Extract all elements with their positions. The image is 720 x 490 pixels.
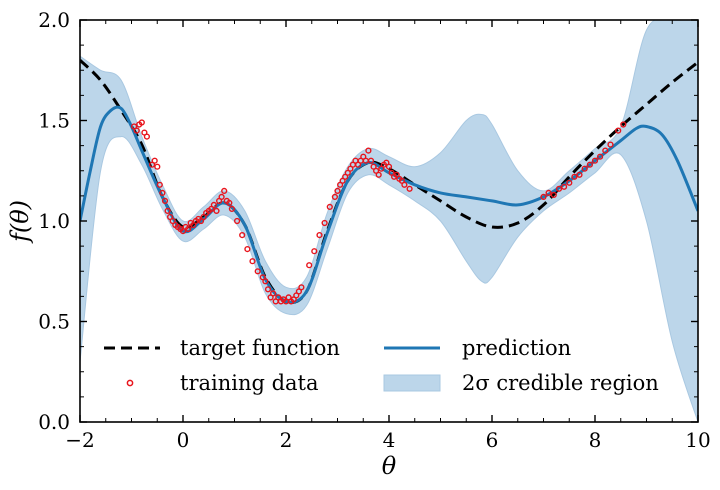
y-tick-label: 1.5 <box>38 109 70 133</box>
line-layer <box>80 59 698 304</box>
training-point <box>316 232 323 239</box>
training-point <box>586 161 594 168</box>
training-point <box>239 232 246 239</box>
y-tick-label: 0.5 <box>38 310 70 334</box>
training-point <box>226 199 233 207</box>
prediction-line <box>80 105 698 304</box>
training-point <box>576 171 583 178</box>
y-tick-label: 1.0 <box>38 209 70 233</box>
training-point <box>213 207 220 215</box>
training-point <box>154 163 161 170</box>
training-point <box>571 173 578 180</box>
training-point <box>545 189 552 197</box>
training-point <box>591 157 599 164</box>
training-point <box>159 189 166 197</box>
training-point <box>540 193 547 201</box>
x-axis-label: θ <box>382 452 397 480</box>
training-point <box>566 179 573 186</box>
legend-training-swatch <box>126 379 134 387</box>
training-point <box>326 203 333 211</box>
training-points <box>131 119 627 305</box>
training-point <box>221 187 228 195</box>
training-point <box>615 127 622 134</box>
legend-target-label: target function <box>180 336 340 360</box>
x-tick-label: 8 <box>589 428 602 452</box>
x-tick-label: 4 <box>383 428 396 452</box>
training-point <box>331 193 339 201</box>
x-tick-label: 2 <box>280 428 293 452</box>
training-point <box>151 157 158 164</box>
training-point <box>401 181 408 188</box>
training-point <box>270 290 277 297</box>
training-point <box>385 163 393 170</box>
training-point <box>311 248 318 255</box>
training-point <box>555 185 563 192</box>
training-point <box>560 183 568 190</box>
training-point <box>262 278 269 285</box>
y-tick-label: 0.0 <box>38 410 70 434</box>
training-point <box>234 217 241 225</box>
training-point <box>321 219 328 227</box>
training-point <box>620 121 627 128</box>
training-point <box>602 147 609 154</box>
training-point <box>133 127 140 134</box>
training-point <box>210 201 218 209</box>
training-point <box>264 286 272 293</box>
training-point <box>138 119 145 126</box>
legend: target function training data prediction… <box>104 336 659 395</box>
x-tick-label: −2 <box>65 428 94 452</box>
training-point <box>365 147 372 154</box>
training-point <box>306 262 313 269</box>
training-point <box>161 197 169 205</box>
x-tick-label: 6 <box>486 428 499 452</box>
training-point <box>185 225 192 233</box>
training-point <box>164 207 171 215</box>
training-point <box>406 185 413 192</box>
training-point <box>218 193 225 201</box>
training-point <box>344 169 351 176</box>
legend-band-swatch <box>383 374 441 392</box>
training-point <box>228 205 236 213</box>
legend-training-label: training data <box>180 371 319 395</box>
training-point <box>367 157 375 164</box>
training-point <box>581 165 588 172</box>
training-point <box>550 191 557 199</box>
x-tick-label: 10 <box>685 428 710 452</box>
y-axis-label: f(θ) <box>6 200 34 244</box>
legend-prediction-label: prediction <box>462 336 571 360</box>
training-point <box>143 133 151 140</box>
axis-ticks: −2 0 2 4 6 8 10 0.0 0.5 1.0 1.5 2.0 <box>38 8 711 452</box>
training-point <box>334 187 341 195</box>
training-point <box>596 153 604 160</box>
y-tick-label: 2.0 <box>38 8 70 32</box>
x-tick-label: 0 <box>177 428 190 452</box>
training-point <box>607 141 614 148</box>
training-point <box>179 228 187 235</box>
training-point <box>375 171 382 178</box>
training-point <box>254 268 261 275</box>
training-point <box>298 284 305 291</box>
training-point <box>131 123 138 130</box>
training-point <box>156 181 163 188</box>
training-point <box>249 258 256 265</box>
legend-band-label: 2σ credible region <box>462 371 659 395</box>
training-point <box>244 246 251 253</box>
